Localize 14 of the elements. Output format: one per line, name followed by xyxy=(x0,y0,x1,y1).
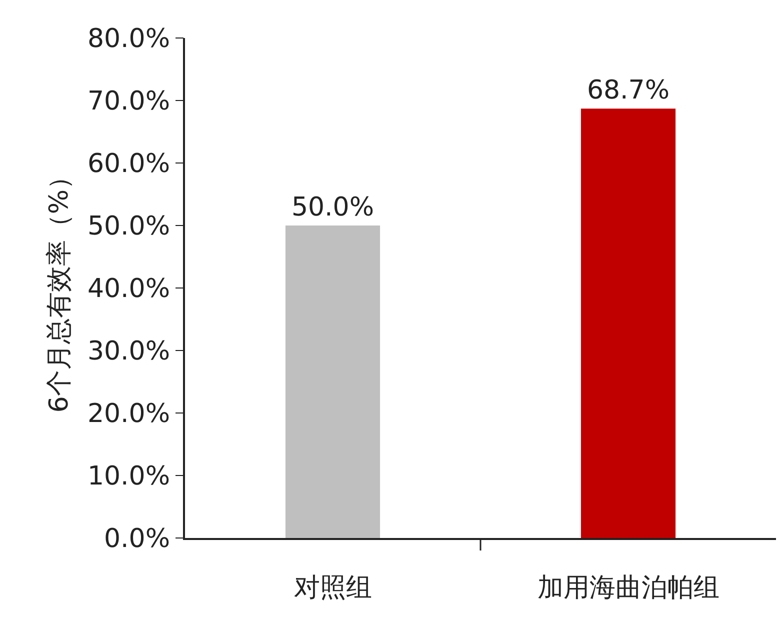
y-tick-label: 20.0% xyxy=(87,399,170,430)
data-label: 50.0% xyxy=(291,192,374,222)
y-tick-label: 60.0% xyxy=(87,149,170,180)
y-tick-label: 80.0% xyxy=(87,24,170,54)
y-tick-label: 10.0% xyxy=(87,462,170,492)
y-tick-label: 70.0% xyxy=(87,86,170,117)
y-tick-label: 50.0% xyxy=(87,212,170,242)
x-tick-label: 对照组 xyxy=(294,572,372,603)
x-tick-label: 加用海曲泊帕组 xyxy=(537,572,720,603)
y-tick-label: 30.0% xyxy=(87,336,170,367)
y-tick-label: 0.0% xyxy=(104,524,170,554)
data-label: 68.7% xyxy=(586,76,670,106)
y-tick-label: 40.0% xyxy=(87,274,170,304)
y-axis-title: 6个月总有效率（%） xyxy=(44,163,74,413)
